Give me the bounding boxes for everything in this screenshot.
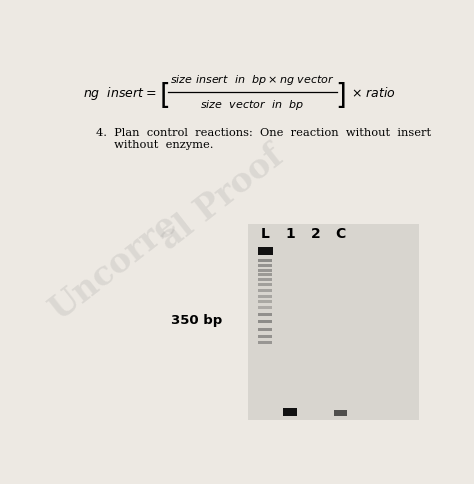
- Text: $\times\ ratio$: $\times\ ratio$: [351, 87, 396, 101]
- Text: 2: 2: [310, 227, 320, 241]
- FancyBboxPatch shape: [258, 264, 272, 267]
- Text: al Proof: al Proof: [153, 139, 289, 257]
- FancyBboxPatch shape: [258, 278, 272, 281]
- FancyBboxPatch shape: [258, 295, 272, 298]
- FancyBboxPatch shape: [258, 300, 272, 303]
- FancyBboxPatch shape: [248, 224, 419, 420]
- FancyBboxPatch shape: [258, 269, 272, 272]
- Text: Uncorre: Uncorre: [44, 207, 184, 327]
- Text: C: C: [335, 227, 346, 241]
- Text: $]$: $]$: [336, 79, 346, 109]
- Text: $size\ \ vector\ \ in\ \ bp$: $size\ \ vector\ \ in\ \ bp$: [200, 98, 304, 112]
- Text: $ng\ \ insert = $: $ng\ \ insert = $: [83, 85, 156, 102]
- Text: 4.  Plan  control  reactions:  One  reaction  without  insert: 4. Plan control reactions: One reaction …: [96, 128, 431, 137]
- FancyBboxPatch shape: [258, 313, 272, 316]
- FancyBboxPatch shape: [258, 306, 272, 309]
- FancyBboxPatch shape: [283, 408, 297, 416]
- FancyBboxPatch shape: [258, 259, 272, 262]
- FancyBboxPatch shape: [258, 247, 273, 255]
- FancyBboxPatch shape: [334, 410, 347, 416]
- FancyBboxPatch shape: [258, 328, 272, 331]
- FancyBboxPatch shape: [258, 320, 272, 323]
- Text: 1: 1: [285, 227, 295, 241]
- FancyBboxPatch shape: [258, 334, 272, 338]
- FancyBboxPatch shape: [258, 341, 272, 344]
- Text: $[$: $[$: [159, 79, 169, 109]
- FancyBboxPatch shape: [258, 289, 272, 292]
- FancyBboxPatch shape: [258, 273, 272, 276]
- Text: $size\ insert\ \ in\ \ bp \times ng\ vector$: $size\ insert\ \ in\ \ bp \times ng\ vec…: [170, 74, 335, 88]
- Text: without  enzyme.: without enzyme.: [96, 139, 213, 150]
- FancyBboxPatch shape: [258, 283, 272, 286]
- Text: 350 bp: 350 bp: [172, 314, 223, 327]
- Text: L: L: [261, 227, 269, 241]
